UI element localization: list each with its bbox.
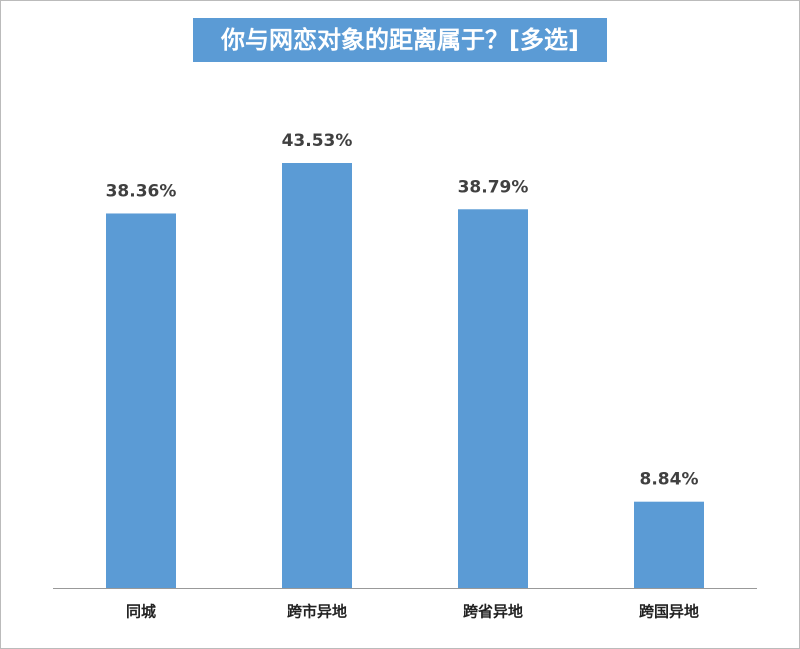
bar	[458, 209, 528, 588]
title-background	[193, 18, 607, 62]
x-tick-label: 跨国异地	[639, 603, 699, 621]
value-label: 38.36%	[106, 181, 177, 201]
value-label: 43.53%	[282, 131, 353, 151]
value-label: 8.84%	[640, 470, 699, 490]
x-tick-label: 跨省异地	[463, 603, 523, 621]
bar	[106, 213, 176, 588]
x-tick-label: 同城	[126, 603, 156, 621]
bar	[634, 501, 704, 588]
chart-title: 你与网恋对象的距离属于？[多选]	[220, 26, 579, 54]
bar	[282, 163, 352, 588]
x-tick-label: 跨市异地	[287, 603, 347, 621]
value-label: 38.79%	[458, 177, 529, 197]
